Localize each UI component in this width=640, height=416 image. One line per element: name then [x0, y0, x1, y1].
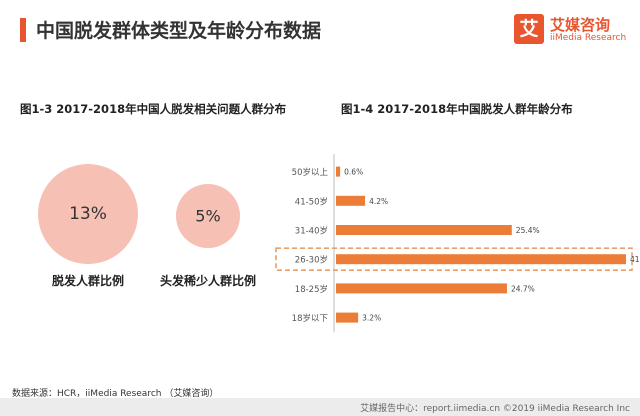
data-label: 41.9%: [630, 255, 640, 264]
bar: [336, 283, 507, 294]
highlight-frame: [275, 247, 633, 271]
tick-label: 50岁以上: [292, 167, 329, 178]
tick-label: 18-25岁: [295, 284, 328, 295]
brand-logo: 艾 艾媒咨询 iiMedia Research: [514, 14, 632, 48]
hair-loss-value: 13%: [69, 204, 107, 224]
tick-label: 26-30岁: [295, 255, 328, 266]
bar: [336, 312, 359, 323]
logo-mark-icon: 艾: [514, 14, 544, 44]
thin-hair-label: 头发稀少人群比例: [160, 274, 257, 288]
tick-label: 31-40岁: [295, 226, 328, 237]
tick-label: 41-50岁: [295, 196, 328, 207]
age-bar-chart: 50岁以上 0.6% 41-50岁 4.2% 31-40岁 25.4% 26-30岁 41.9…: [275, 154, 640, 333]
data-label: 0.6%: [344, 168, 363, 177]
logo-subtitle: iiMedia Research: [550, 33, 627, 43]
logo-name: 艾媒咨询: [550, 16, 611, 34]
footer-text: 艾媒报告中心：report.iimedia.cn ©2019 iiMedia R…: [360, 404, 630, 414]
footer-bar: 艾媒报告中心：report.iimedia.cn ©2019 iiMedia R…: [0, 398, 640, 416]
right-chart-title: 图1-4 2017-2018年中国脱发人群年龄分布: [341, 102, 573, 116]
header: 中国脱发群体类型及年龄分布数据 艾 艾媒咨询 iiMedia Research: [0, 0, 640, 58]
hair-loss-circle: 13%: [38, 164, 138, 264]
hair-loss-label: 脱发人群比例: [52, 274, 125, 288]
data-label: 4.2%: [369, 197, 388, 206]
title-accent-bar: [20, 18, 26, 42]
page-title: 中国脱发群体类型及年龄分布数据: [36, 20, 322, 42]
thin-hair-circle: 5%: [176, 184, 240, 248]
bar: [336, 195, 366, 206]
bar: [336, 166, 341, 177]
bar: [336, 225, 512, 235]
tick-label: 18岁以下: [292, 313, 329, 324]
data-label: 3.2%: [362, 314, 381, 323]
data-label: 25.4%: [516, 226, 540, 235]
left-chart-title: 图1-3 2017-2018年中国人脱发相关问题人群分布: [20, 102, 287, 116]
thin-hair-value: 5%: [195, 206, 221, 226]
data-label: 24.7%: [511, 284, 535, 293]
bar: [336, 254, 626, 265]
data-source: 数据来源：HCR，iiMedia Research （艾媒咨询）: [12, 389, 219, 399]
